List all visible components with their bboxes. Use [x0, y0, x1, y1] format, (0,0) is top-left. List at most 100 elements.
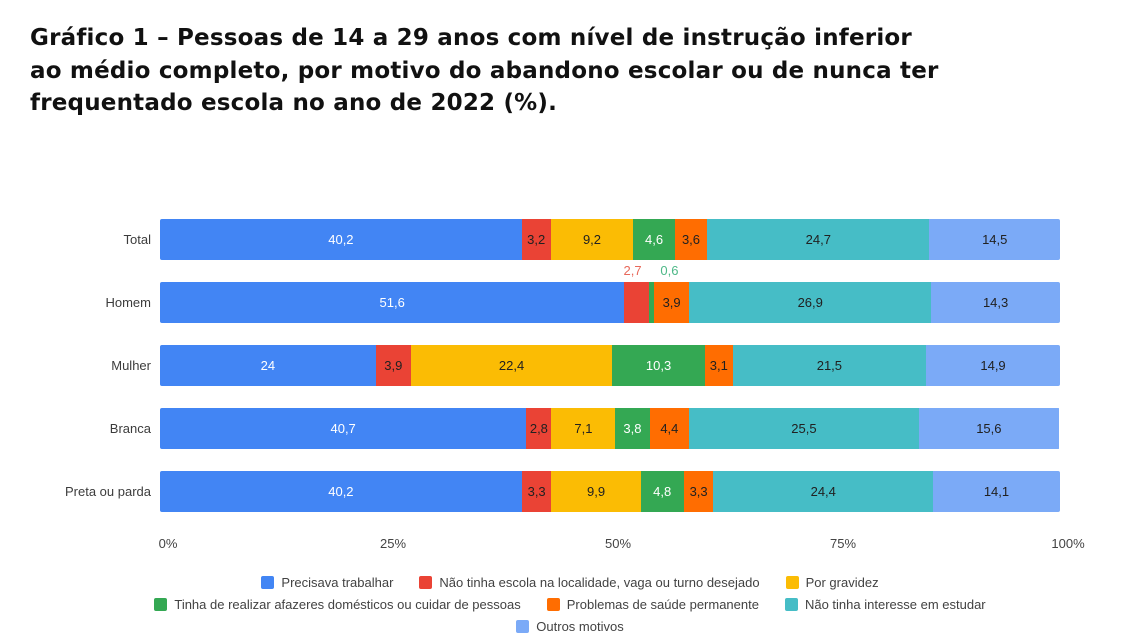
bar-segment: 24 [160, 345, 376, 386]
bar-segment: 3,1 [704, 345, 733, 386]
x-axis-tick: 25% [379, 536, 407, 551]
chart-row: Mulher 24 3,9 22,4 10,3 3,1 21,5 14,9 [0, 345, 1140, 386]
bar-value-label: 25,5 [791, 421, 817, 436]
outside-annotation: 2,7 [623, 263, 642, 278]
bar-value-label: 24,4 [810, 484, 836, 499]
bar-value-label: 40,2 [328, 484, 354, 499]
outside-annotation: 0,6 [660, 263, 679, 278]
bar-segment: 21,5 [732, 345, 927, 386]
bar-value-label: 15,6 [976, 421, 1002, 436]
bar-segment: 3,8 [615, 408, 650, 449]
bar-track: 40,7 2,8 7,1 3,8 4,4 25,5 15,6 [160, 408, 1060, 449]
x-axis-tick: 0% [158, 536, 178, 551]
bar-value-label: 14,3 [982, 295, 1009, 310]
chart-title-line-1: Gráfico 1 – Pessoas de 14 a 29 anos com … [30, 25, 912, 51]
bar-segment: 26,9 [689, 282, 932, 323]
bar-segment: 3,9 [654, 282, 690, 323]
bar-value-label: 2,8 [529, 421, 548, 436]
bar-segment: 9,2 [550, 219, 634, 260]
bar-segment: 2,8 [526, 408, 552, 449]
stacked-bar-chart: Total 40,2 3,2 9,2 4,6 3,6 24,7 14,5 Homem 51,6 3,… [0, 219, 1140, 513]
bar-value-label: 26,9 [797, 295, 823, 310]
bar-segment: 25,5 [689, 408, 919, 449]
bar-value-label: 4,8 [653, 484, 672, 499]
chart-row: Homem 51,6 3,9 26,9 14,3 [0, 282, 1140, 323]
bar-value-label: 3,9 [384, 358, 403, 373]
x-axis-tick: 100% [1051, 536, 1085, 551]
category-label: Branca [109, 421, 151, 436]
outside-annotation-layer: 2,7 0,6 [168, 263, 1068, 280]
bar-value-label: 3,6 [681, 232, 701, 247]
bar-segment: 3,2 [521, 219, 551, 260]
bar-segment: 14,9 [926, 345, 1060, 386]
bar-segment: 14,1 [933, 471, 1060, 512]
bar-value-label: 3,1 [709, 358, 728, 373]
category-label: Mulher [111, 358, 151, 373]
bar-track: 24 3,9 22,4 10,3 3,1 21,5 14,9 [160, 345, 1060, 386]
legend-swatch-icon [785, 575, 799, 589]
category-label: Homem [105, 295, 151, 310]
bar-track: 40,2 3,2 9,2 4,6 3,6 24,7 14,5 [160, 219, 1060, 260]
legend-swatch-icon [154, 597, 168, 611]
bar-value-label: 4,6 [645, 232, 664, 247]
bar-segment: 22,4 [410, 345, 613, 386]
bar-value-label: 40,7 [330, 421, 356, 436]
bar-value-label: 3,8 [623, 421, 642, 436]
legend-swatch-icon [516, 619, 530, 633]
bar-segment [624, 282, 649, 323]
legend-item: Por gravidez [785, 574, 879, 590]
bar-segment: 10,3 [612, 345, 705, 386]
legend-item: Precisava trabalhar [261, 575, 393, 590]
bar-value-label: 14,9 [980, 358, 1006, 373]
bar-track: 51,6 3,9 26,9 14,3 [160, 282, 1060, 323]
bar-segment [648, 282, 655, 323]
legend-item: Outros motivos [516, 618, 624, 634]
legend-label: Não tinha escola na localidade, vaga ou … [439, 574, 760, 590]
bar-segment: 3,9 [375, 345, 411, 386]
legend-label: Por gravidez [805, 574, 879, 590]
legend: Precisava trabalhar Não tinha escola na l… [0, 571, 1140, 637]
bar-value-label: 7,1 [574, 421, 593, 436]
bar-segment: 4,6 [633, 219, 675, 260]
bar-value-label: 9,9 [586, 484, 606, 499]
bar-segment: 51,6 [160, 282, 625, 323]
bar-segment: 14,3 [931, 282, 1060, 323]
bar-value-label: 24,7 [805, 232, 831, 247]
legend-label: Precisava trabalhar [281, 574, 394, 590]
bar-segment: 3,6 [674, 219, 708, 260]
bar-value-label: 51,6 [379, 295, 405, 310]
bar-value-label: 14,5 [982, 232, 1008, 247]
bar-value-label: 14,1 [983, 484, 1010, 499]
chart-title: Gráfico 1 – Pessoas de 14 a 29 anos com … [30, 22, 1122, 120]
bar-segment: 40,7 [160, 408, 527, 449]
bar-segment: 14,5 [929, 219, 1060, 260]
legend-line: Tinha de realizar afazeres domésticos ou… [0, 593, 1140, 615]
x-axis-tick: 50% [604, 536, 632, 551]
bar-value-label: 4,4 [660, 421, 679, 436]
legend-swatch-icon [261, 575, 275, 589]
legend-label: Tinha de realizar afazeres domésticos ou… [174, 596, 521, 612]
bar-segment: 24,7 [707, 219, 930, 260]
bar-track: 40,2 3,3 9,9 4,8 3,3 24,4 14,1 [160, 471, 1060, 512]
bar-segment: 4,4 [649, 408, 690, 449]
bar-value-label: 3,2 [527, 232, 546, 247]
x-axis: 0% 25% 50% 75% 100% [159, 536, 1085, 554]
bar-segment: 3,3 [521, 471, 552, 512]
chart-title-line-2: ao médio completo, por motivo do abandon… [30, 57, 939, 84]
chart-row: Branca 40,7 2,8 7,1 3,8 4,4 25,5 15,6 [0, 408, 1140, 449]
legend-swatch-icon [419, 575, 433, 589]
legend-line: Outros motivos [0, 615, 1140, 637]
bar-value-label: 3,3 [527, 484, 546, 499]
bar-value-label: 21,5 [816, 358, 843, 373]
bar-segment: 3,3 [683, 471, 714, 512]
bar-value-label: 3,3 [689, 484, 708, 499]
bar-value-label: 10,3 [645, 358, 672, 373]
bar-segment: 7,1 [551, 408, 616, 449]
legend-label: Não tinha interesse em estudar [804, 596, 986, 612]
category-label: Preta ou parda [64, 484, 151, 499]
category-label: Total [123, 232, 151, 247]
x-axis-tick: 75% [829, 536, 857, 551]
bar-segment: 40,2 [160, 471, 522, 512]
bar-segment: 4,8 [640, 471, 684, 512]
legend-label: Outros motivos [536, 618, 624, 634]
